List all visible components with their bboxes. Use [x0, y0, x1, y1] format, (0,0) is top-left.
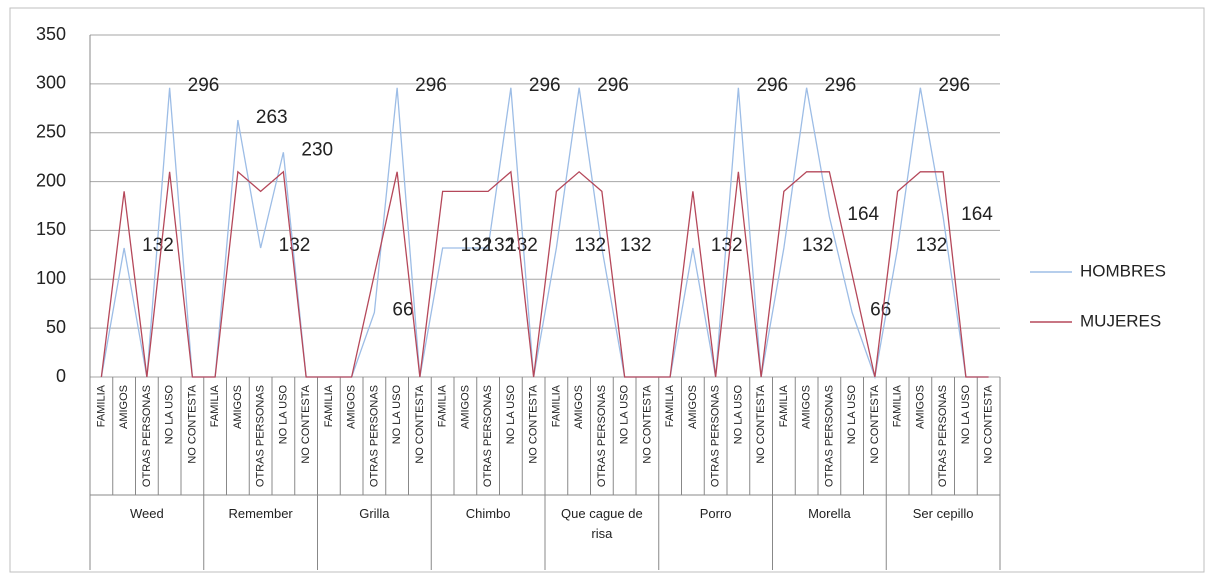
y-tick-label: 200 — [36, 170, 66, 190]
x-tick-label: AMIGOS — [687, 385, 699, 429]
x-tick-label: AMIGOS — [346, 385, 358, 429]
legend-label: MUJERES — [1080, 311, 1161, 330]
y-tick-label: 250 — [36, 121, 66, 141]
data-label: 296 — [188, 75, 220, 96]
x-tick-label: NO CONTESTA — [186, 384, 198, 463]
group-label: Que cague de risa — [561, 506, 643, 541]
x-tick-label: OTRAS PERSONAS — [141, 385, 153, 487]
group-label: Porro — [699, 506, 732, 521]
x-tick-label: NO LA USO — [732, 385, 744, 445]
data-label: 132 — [279, 235, 311, 256]
y-tick-label: 350 — [36, 24, 66, 44]
chart-border — [9, 7, 1205, 573]
x-tick-label: NO LA USO — [391, 385, 403, 445]
x-tick-label: FAMILIA — [95, 384, 107, 427]
x-tick-label: FAMILIA — [550, 384, 562, 427]
x-tick-label: FAMILIA — [209, 384, 221, 427]
x-tick-label: OTRAS PERSONAS — [596, 385, 608, 487]
x-tick-label: NO LA USO — [164, 385, 176, 445]
group-label: Weed — [130, 506, 164, 521]
x-tick-label: NO CONTESTA — [528, 384, 540, 463]
data-label: 132 — [711, 235, 743, 256]
x-tick-label: NO LA USO — [505, 385, 517, 445]
x-tick-label: NO LA USO — [619, 385, 631, 445]
data-label: 296 — [597, 75, 629, 96]
data-label: 230 — [301, 139, 333, 160]
data-label: 296 — [825, 75, 857, 96]
data-label: 164 — [847, 204, 879, 225]
x-tick-label: NO LA USO — [960, 385, 972, 445]
x-tick-label: OTRAS PERSONAS — [255, 385, 267, 487]
y-tick-label: 100 — [36, 268, 66, 288]
data-label: 132 — [142, 235, 174, 256]
x-tick-label: FAMILIA — [778, 384, 790, 427]
x-tick-label: NO CONTESTA — [869, 384, 881, 463]
data-label: 66 — [392, 300, 413, 321]
data-label: 132 — [916, 235, 948, 256]
x-tick-label: AMIGOS — [459, 385, 471, 429]
x-tick-label: AMIGOS — [573, 385, 585, 429]
x-tick-label: FAMILIA — [323, 384, 335, 427]
group-label: Chimbo — [465, 506, 511, 521]
data-label: 132 — [620, 235, 652, 256]
x-tick-label: NO CONTESTA — [983, 384, 995, 463]
x-tick-label: AMIGOS — [801, 385, 813, 429]
y-tick-label: 50 — [46, 317, 66, 337]
data-label: 263 — [256, 107, 288, 128]
data-label: 66 — [870, 300, 891, 321]
group-label: Grilla — [359, 506, 390, 521]
data-label: 296 — [938, 75, 970, 96]
series-line — [100, 87, 989, 380]
x-tick-label: OTRAS PERSONAS — [823, 385, 835, 487]
x-tick-label: NO CONTESTA — [755, 384, 767, 463]
group-label: Ser cepillo — [912, 506, 974, 521]
data-label: 132 — [802, 235, 834, 256]
x-tick-label: NO LA USO — [277, 385, 289, 445]
x-tick-label: FAMILIA — [437, 384, 449, 427]
data-label: 132 — [506, 235, 538, 256]
y-tick-label: 0 — [56, 366, 66, 386]
group-label: Morella — [808, 506, 851, 521]
x-tick-label: FAMILIA — [664, 384, 676, 427]
data-label: 132 — [483, 235, 515, 256]
data-label: 296 — [415, 75, 447, 96]
x-tick-label: NO CONTESTA — [414, 384, 426, 463]
data-label: 132 — [574, 235, 606, 256]
x-tick-label: NO LA USO — [846, 385, 858, 445]
data-label: 164 — [961, 204, 993, 225]
data-label: 132 — [461, 235, 493, 256]
y-tick-label: 150 — [36, 219, 66, 239]
legend-label: HOMBRES — [1080, 261, 1166, 280]
x-tick-label: NO CONTESTA — [641, 384, 653, 463]
x-tick-label: AMIGOS — [914, 385, 926, 429]
x-tick-label: OTRAS PERSONAS — [482, 385, 494, 487]
x-tick-label: FAMILIA — [892, 384, 904, 427]
x-tick-label: OTRAS PERSONAS — [710, 385, 722, 487]
x-tick-label: NO CONTESTA — [300, 384, 312, 463]
series-line — [100, 170, 989, 378]
data-label: 296 — [756, 75, 788, 96]
x-tick-label: AMIGOS — [118, 385, 130, 429]
data-label: 296 — [529, 75, 561, 96]
group-label: Remember — [228, 506, 293, 521]
x-tick-label: OTRAS PERSONAS — [368, 385, 380, 487]
x-tick-label: AMIGOS — [232, 385, 244, 429]
x-tick-label: OTRAS PERSONAS — [937, 385, 949, 487]
y-tick-label: 300 — [36, 73, 66, 93]
